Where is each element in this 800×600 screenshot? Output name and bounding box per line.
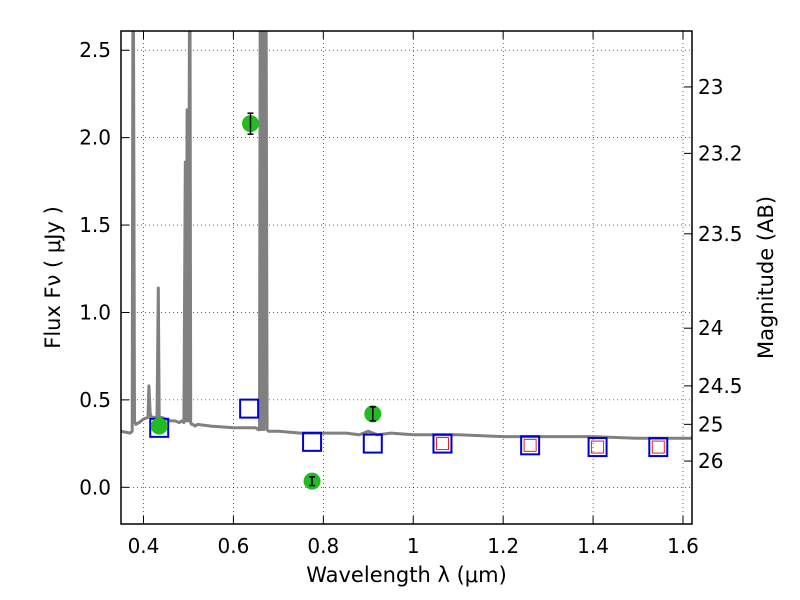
axis-ticks: 0.4 0.6 0.8 1 1.2 1.4 1.6 0.0 0.5 1.0 1.5 2.0 2.5 23 2… [79, 31, 743, 558]
y-tick-label: 1.5 [79, 213, 111, 237]
y-tick-label: 2.5 [79, 38, 111, 62]
plot-frame [120, 30, 693, 525]
x-tick-label: 1.4 [577, 534, 609, 558]
y-tick-label: 0.0 [79, 475, 111, 499]
right-tick-label: 23.5 [698, 222, 743, 246]
observed-point [150, 417, 168, 435]
right-tick-label: 25 [698, 412, 723, 436]
right-tick-label: 23.2 [698, 141, 743, 165]
model-square-marker [587, 437, 608, 458]
model-square-marker [648, 437, 669, 458]
model-square-marker [302, 431, 323, 452]
model-square-marker [520, 435, 541, 456]
inner-square-marker [435, 437, 449, 451]
model-square-marker [432, 433, 453, 454]
spectrum-line [121, 31, 692, 440]
x-tick-label: 1 [407, 534, 420, 558]
y-axis-right-label: Magnitude (AB) [754, 196, 778, 359]
x-tick-label: 0.4 [128, 534, 160, 558]
y-tick-label: 1.0 [79, 300, 111, 324]
y-tick-label: 2.0 [79, 126, 111, 150]
y-axis-label: Flux Fν ( μJy ) [41, 206, 65, 349]
spectrum-series [121, 31, 692, 440]
right-tick-label: 23 [698, 75, 723, 99]
right-tick-label: 26 [698, 449, 723, 473]
right-tick-label: 24 [698, 316, 723, 340]
right-tick-label: 24.5 [698, 374, 743, 398]
x-tick-label: 1.6 [667, 534, 699, 558]
x-tick-label: 0.8 [307, 534, 339, 558]
x-tick-label: 1.2 [487, 534, 519, 558]
model-square-marker [362, 433, 383, 454]
marker-series [149, 112, 669, 490]
x-tick-label: 0.6 [217, 534, 249, 558]
model-square-marker [239, 398, 260, 419]
inner-square-marker [651, 440, 665, 454]
y-tick-label: 0.5 [79, 388, 111, 412]
inner-square-marker [591, 440, 605, 454]
x-axis-label: Wavelength λ (μm) [306, 563, 507, 587]
inner-square-marker [523, 438, 537, 452]
